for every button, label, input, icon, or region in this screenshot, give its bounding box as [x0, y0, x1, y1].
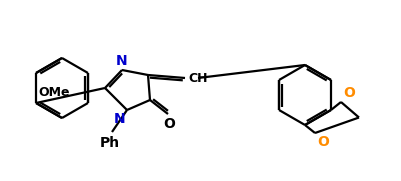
Text: N: N	[116, 54, 128, 68]
Text: Ph: Ph	[100, 136, 120, 150]
Text: O: O	[343, 86, 355, 100]
Text: OMe: OMe	[38, 86, 69, 99]
Text: O: O	[163, 117, 175, 131]
Text: O: O	[317, 135, 329, 149]
Text: CH: CH	[188, 73, 207, 85]
Text: N: N	[113, 112, 125, 126]
